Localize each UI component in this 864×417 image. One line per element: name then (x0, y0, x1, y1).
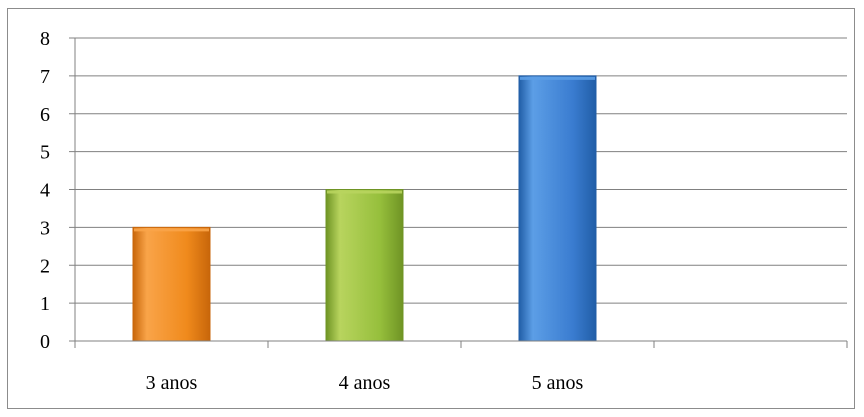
chart-frame (7, 8, 855, 409)
y-tick-label-6: 6 (40, 104, 50, 126)
x-tick-label-5-anos: 5 anos (532, 372, 584, 394)
y-tick-label-5: 5 (40, 142, 50, 164)
y-axis-tick-labels: 0 1 2 3 4 5 6 7 8 (40, 28, 50, 353)
y-tick-label-7: 7 (40, 66, 50, 88)
y-tick-label-0: 0 (40, 331, 50, 353)
y-tick-label-4: 4 (40, 180, 50, 202)
y-tick-label-3: 3 (40, 217, 50, 239)
axes (74, 38, 848, 348)
bar-4-anos (325, 189, 404, 342)
x-axis-category-labels: 3 anos 4 anos 5 anos (146, 372, 584, 394)
bar-3-anos (132, 226, 211, 342)
y-tick-label-8: 8 (40, 28, 50, 50)
x-tick-label-4-anos: 4 anos (339, 372, 391, 394)
bar-5-anos (518, 75, 597, 342)
bars (132, 75, 597, 342)
x-tick-label-3-anos: 3 anos (146, 372, 198, 394)
y-tick-label-1: 1 (40, 293, 50, 315)
y-tick-label-2: 2 (40, 255, 50, 277)
